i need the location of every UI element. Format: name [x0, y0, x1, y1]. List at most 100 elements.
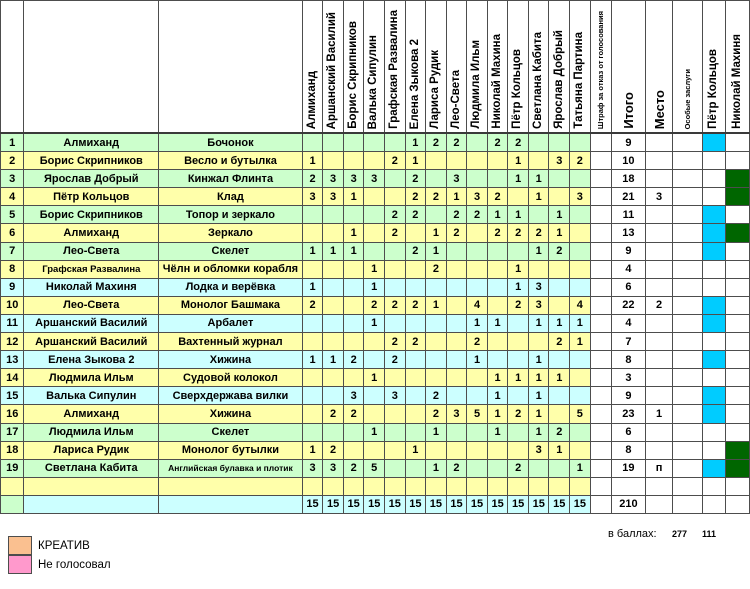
row-vote-1[interactable]	[301, 404, 324, 424]
row-merit[interactable]	[672, 295, 703, 315]
row-marker-1[interactable]	[701, 332, 727, 352]
row-vote-9[interactable]	[466, 223, 488, 243]
row-vote-3[interactable]: 1	[342, 223, 365, 243]
row-vote-5[interactable]: 2	[383, 223, 406, 243]
row-vote-11[interactable]: 2	[507, 223, 529, 243]
row-vote-2[interactable]: 1	[322, 350, 344, 370]
row-vote-14[interactable]	[569, 386, 591, 406]
row-vote-6[interactable]	[404, 386, 427, 406]
row-vote-10[interactable]	[486, 241, 509, 261]
row-vote-13[interactable]	[548, 277, 571, 297]
row-vote-9[interactable]	[466, 259, 488, 279]
row-vote-4[interactable]: 1	[363, 313, 385, 334]
row-merit[interactable]	[672, 205, 703, 225]
row-merit[interactable]	[672, 386, 703, 406]
row-vote-7[interactable]	[425, 205, 447, 225]
row-marker-2[interactable]	[725, 422, 750, 442]
row-vote-2[interactable]	[322, 132, 344, 153]
row-vote-14[interactable]: 1	[569, 458, 591, 478]
row-vote-11[interactable]	[507, 422, 529, 442]
row-vote-7[interactable]	[425, 169, 447, 189]
row-marker-2[interactable]	[725, 241, 750, 261]
table-row[interactable]: 15 Валька Сипулин Сверхдержава вилки 3 3 2 1 1 9	[0, 386, 750, 406]
row-marker-2[interactable]	[725, 205, 750, 225]
row-penalty[interactable]	[589, 386, 612, 406]
row-vote-9[interactable]: 1	[466, 350, 488, 370]
row-vote-9[interactable]	[466, 422, 488, 442]
row-penalty[interactable]	[589, 241, 612, 261]
row-vote-11[interactable]: 2	[507, 132, 529, 153]
row-vote-14[interactable]: 2	[569, 151, 591, 171]
row-vote-6[interactable]	[404, 259, 427, 279]
row-vote-11[interactable]	[507, 313, 529, 334]
row-vote-9[interactable]	[466, 241, 488, 261]
table-row[interactable]: 8 Графская Развалина Чёлн и обломки корабл…	[0, 259, 750, 279]
row-vote-8[interactable]	[445, 151, 468, 171]
row-vote-8[interactable]	[445, 422, 468, 442]
row-vote-5[interactable]: 2	[383, 350, 406, 370]
row-vote-6[interactable]: 1	[404, 440, 427, 460]
row-vote-1[interactable]: 2	[301, 169, 324, 189]
row-vote-6[interactable]: 2	[404, 295, 427, 315]
row-vote-13[interactable]	[548, 386, 571, 406]
row-vote-4[interactable]: 5	[363, 458, 385, 478]
row-vote-11[interactable]: 1	[507, 259, 529, 279]
row-vote-8[interactable]	[445, 295, 468, 315]
row-vote-9[interactable]	[466, 151, 488, 171]
row-vote-8[interactable]	[445, 259, 468, 279]
table-row[interactable]: 4 Пётр Кольцов Клад 3 3 1 2 2 1 3 2 1 3 21 3	[0, 187, 750, 207]
row-vote-13[interactable]: 2	[548, 422, 571, 442]
row-vote-7[interactable]	[425, 368, 447, 388]
row-vote-14[interactable]: 4	[569, 295, 591, 315]
row-vote-14[interactable]	[569, 350, 591, 370]
row-vote-5[interactable]	[383, 259, 406, 279]
row-penalty[interactable]	[589, 259, 612, 279]
row-vote-3[interactable]: 1	[342, 187, 365, 207]
row-vote-11[interactable]	[507, 332, 529, 352]
row-penalty[interactable]	[589, 422, 612, 442]
row-vote-13[interactable]	[548, 259, 571, 279]
row-vote-11[interactable]: 2	[507, 295, 529, 315]
row-vote-14[interactable]	[569, 223, 591, 243]
row-vote-5[interactable]	[383, 277, 406, 297]
row-vote-12[interactable]: 2	[527, 223, 550, 243]
row-vote-10[interactable]	[486, 458, 509, 478]
row-marker-1[interactable]	[701, 151, 727, 171]
row-marker-1[interactable]	[701, 241, 727, 261]
row-merit[interactable]	[672, 241, 703, 261]
row-vote-5[interactable]: 2	[383, 332, 406, 352]
row-vote-1[interactable]: 3	[301, 458, 324, 478]
table-row[interactable]: 19 Светлана Кабита Английская булавка и пл…	[0, 458, 750, 478]
row-vote-12[interactable]	[527, 205, 550, 225]
row-vote-4[interactable]	[363, 386, 385, 406]
row-vote-4[interactable]	[363, 241, 385, 261]
row-marker-1[interactable]	[701, 313, 727, 334]
row-marker-1[interactable]	[701, 169, 727, 189]
row-vote-12[interactable]	[527, 132, 550, 153]
row-vote-11[interactable]	[507, 386, 529, 406]
row-vote-3[interactable]	[342, 259, 365, 279]
row-merit[interactable]	[672, 223, 703, 243]
row-vote-4[interactable]	[363, 223, 385, 243]
row-vote-6[interactable]: 2	[404, 169, 427, 189]
table-row[interactable]: 13 Елена Зыкова 2 Хижина 1 1 2 2 1 1 8	[0, 350, 750, 370]
row-vote-9[interactable]	[466, 386, 488, 406]
row-vote-11[interactable]	[507, 241, 529, 261]
row-vote-1[interactable]	[301, 132, 324, 153]
row-vote-3[interactable]	[342, 422, 365, 442]
row-vote-2[interactable]: 3	[322, 458, 344, 478]
row-vote-6[interactable]: 2	[404, 332, 427, 352]
row-vote-13[interactable]: 1	[548, 313, 571, 334]
row-vote-2[interactable]: 1	[322, 241, 344, 261]
row-vote-8[interactable]: 2	[445, 205, 468, 225]
row-vote-13[interactable]: 2	[548, 332, 571, 352]
row-vote-1[interactable]: 3	[301, 187, 324, 207]
row-vote-11[interactable]	[507, 350, 529, 370]
row-vote-8[interactable]	[445, 368, 468, 388]
row-vote-3[interactable]: 1	[342, 241, 365, 261]
row-vote-12[interactable]	[527, 259, 550, 279]
row-vote-7[interactable]: 2	[425, 132, 447, 153]
row-vote-11[interactable]: 2	[507, 404, 529, 424]
row-vote-10[interactable]: 2	[486, 132, 509, 153]
row-marker-1[interactable]	[701, 404, 727, 424]
